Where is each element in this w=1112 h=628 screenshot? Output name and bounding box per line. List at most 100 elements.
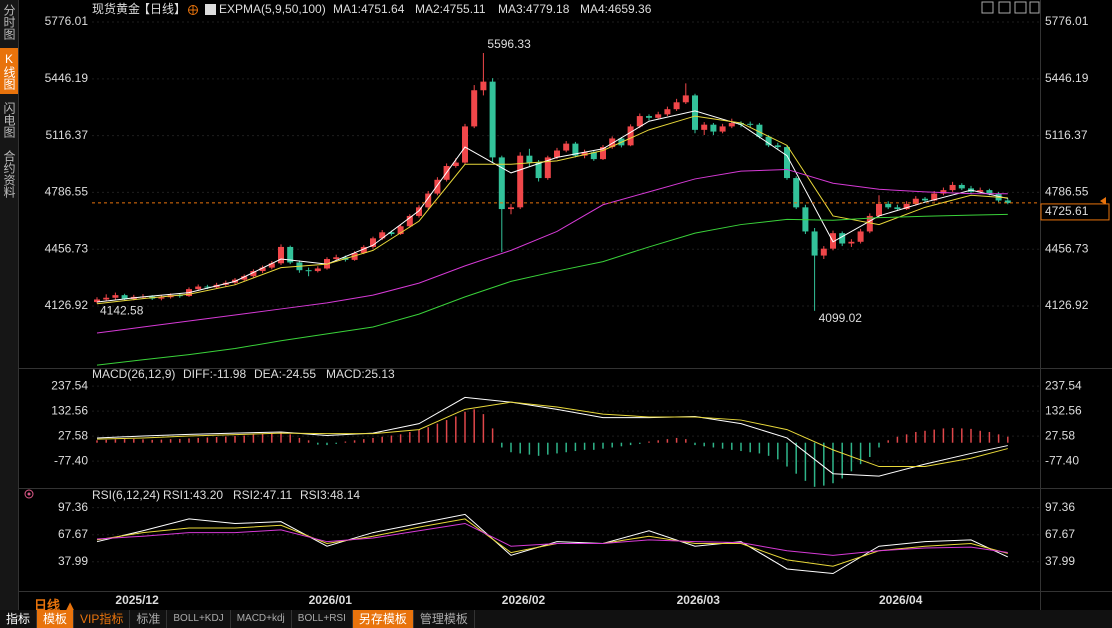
candle-body [940,190,947,194]
y-tick-label-left: -77.40 [54,453,88,467]
sidebar-tab[interactable]: 闪电图 [2,102,16,138]
indicator-line [96,513,1009,575]
candle-body [949,184,956,191]
candle-body [462,126,468,163]
panel-title: RSI(6,12,24) [92,488,160,502]
y-tick-label-right: 97.36 [1045,500,1075,514]
sidebar: 分时图 K线图闪电图合约资料 [0,0,19,610]
candle-body [839,233,846,244]
footer-tab[interactable]: 标准 [130,610,168,628]
candle-body [701,124,708,130]
y-tick-label-left: 237.54 [51,378,88,392]
footer-tab[interactable]: 另存模板 [352,610,414,628]
candle-body [986,190,993,194]
footer-tab[interactable]: BOLL+KDJ [167,610,231,628]
candle-body [682,95,689,103]
y-tick-label-left: 4126.92 [45,298,89,312]
low-annotation: 4099.02 [819,311,863,325]
footer-tab[interactable]: 指标 [0,610,38,628]
x-tick-label: 2025/12 [115,593,159,607]
candle-body [673,102,680,110]
candle-body [719,126,726,132]
sidebar-tab[interactable]: 分时图 [2,4,16,40]
candle-body [406,215,413,227]
candle-body [600,147,606,160]
y-tick-label-right: 4786.55 [1045,185,1089,199]
indicator-line [96,168,1008,334]
candle-body [765,136,772,146]
candle-body [922,198,928,201]
y-tick-label-left: 4456.73 [45,241,89,255]
indicator-line [96,522,1008,556]
footer-tab[interactable]: BOLL+RSI [292,610,353,628]
price-marker [1100,197,1106,205]
candle-body [204,286,211,288]
y-tick-label-right: 237.54 [1045,378,1082,392]
candle-body [820,248,827,256]
candle-body [728,122,735,127]
candle-body [471,90,478,127]
candle-body [636,116,643,127]
candle-body [388,232,395,235]
candle-body [590,152,597,160]
candle-body [903,203,910,210]
legend-entry: DIFF:-11.98 [183,367,246,381]
y-tick-label-right: 5776.01 [1045,14,1089,28]
candle-body [535,162,542,179]
candle-body [563,143,570,151]
settings-icon[interactable] [24,489,34,499]
y-tick-label-right: -77.40 [1045,453,1079,467]
candle-body [268,263,275,268]
candle-body [498,157,505,210]
candle-body [710,124,717,132]
y-tick-label-right: 37.99 [1045,554,1075,568]
sidebar-tab[interactable]: 合约资料 [2,150,16,198]
candle-body [526,155,533,163]
y-tick-label-left: 67.67 [58,527,88,541]
candle-body [250,271,257,277]
candle-body [747,123,754,125]
candle-body [416,207,422,216]
legend-entry: MA4:4659.36 [580,2,652,16]
candle-body [793,178,800,208]
toolbar-icons[interactable] [981,1,1040,14]
candle-body [278,246,284,264]
period-selector[interactable]: 日线 ▲ [34,598,77,613]
candle-body [517,155,524,208]
candle-body [314,268,321,272]
footer-tab[interactable]: 管理模板 [414,610,475,628]
candle-body [857,231,864,242]
candle-body [572,143,579,156]
candle-body [379,232,386,239]
indicator-name: EXPMA(5,9,50,100) [219,2,326,16]
candle-body [756,124,763,137]
candle-body [977,190,984,192]
add-icon[interactable] [188,5,198,15]
candle-body [305,270,312,272]
footer-tab[interactable]: MACD+kdj [231,610,292,628]
candle-body [195,286,202,290]
candle-body [866,215,873,232]
candle-body [655,114,662,118]
candle-body [241,276,248,280]
indicator-icon[interactable] [205,4,216,15]
footer-tab[interactable]: VIP指标 [74,610,131,628]
indicator-line [96,396,1008,477]
footer-tab[interactable]: 模板 [37,610,75,628]
candle-body [554,150,560,158]
sidebar-tab[interactable]: K线图 [0,48,18,94]
candle-body [581,152,588,156]
y-tick-label-right: 4456.73 [1045,241,1089,255]
legend-entry: MA2:4755.11 [415,2,486,16]
candle-body [287,246,294,263]
candle-body [434,179,441,194]
candle-body [848,241,855,244]
y-tick-label-right: 4126.92 [1045,298,1089,312]
candle-body [885,203,892,208]
candle-body [121,295,128,299]
candle-body [397,226,404,235]
candle-body [784,147,790,179]
candle-body [103,297,110,300]
panel-title: 现货黄金 [92,1,140,16]
panel-title: MACD(26,12,9) [92,367,175,381]
